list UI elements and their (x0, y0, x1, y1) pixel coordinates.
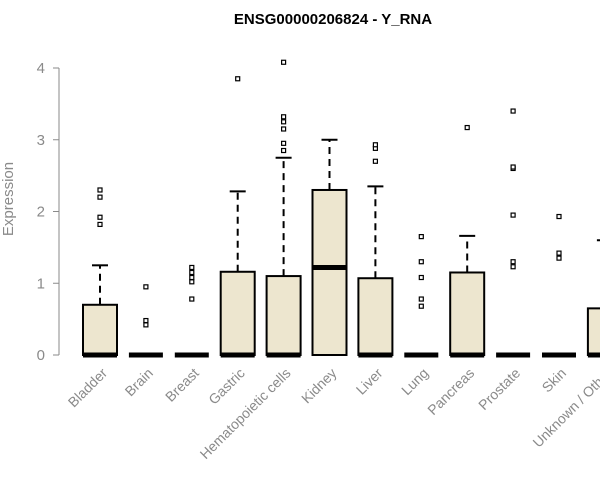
outlier-point (97, 221, 103, 228)
outlier-point (510, 264, 516, 270)
outlier-point (189, 269, 195, 276)
boxes-group (82, 59, 600, 358)
chart-title: ENSG00000206824 - Y_RNA (234, 11, 432, 28)
outlier-point (189, 274, 195, 281)
y-tick-label: 0 (37, 347, 45, 364)
y-tick-label: 3 (37, 132, 45, 149)
outlier-point (235, 76, 241, 82)
box-8 (404, 234, 439, 358)
outlier-point (143, 322, 149, 328)
box-body (357, 277, 394, 357)
box-body (449, 271, 486, 356)
box-body (82, 303, 118, 356)
outlier-point (510, 164, 516, 170)
outlier-point (281, 119, 287, 125)
y-tick-label: 1 (37, 275, 45, 292)
outlier-point (281, 114, 287, 120)
outlier-point (189, 279, 195, 285)
x-tick-label: Bladder (65, 365, 111, 411)
box-2 (128, 284, 163, 358)
outlier-point (510, 259, 516, 265)
outlier-point (281, 140, 287, 146)
outlier-point (143, 284, 149, 290)
outlier-point (418, 274, 424, 281)
box-3 (174, 264, 209, 358)
box-6 (311, 138, 348, 356)
outlier-point (97, 187, 103, 193)
box-11 (542, 213, 576, 358)
x-tick-label: Liver (353, 365, 386, 398)
x-tick-label: Lung (398, 365, 431, 398)
outlier-point (418, 259, 424, 265)
outlier-point (418, 296, 424, 302)
outlier-point (372, 158, 378, 164)
outlier-point (556, 255, 562, 261)
box-body (219, 270, 256, 356)
box-9 (449, 124, 486, 358)
outlier-point (189, 264, 195, 271)
y-tick-label: 4 (37, 60, 45, 77)
outlier-point (418, 303, 424, 309)
x-tick-label: Pancreas (424, 365, 477, 418)
y-axis-label: Expression (0, 162, 17, 236)
outlier-point (97, 194, 103, 200)
box-body (265, 275, 302, 357)
outlier-point (281, 126, 287, 132)
outlier-point (97, 214, 103, 220)
box-1 (82, 187, 118, 358)
box-4 (219, 76, 256, 358)
outlier-point (372, 142, 378, 148)
y-tick-label: 2 (37, 204, 45, 221)
x-tick-label: Skin (539, 365, 570, 396)
box-12 (586, 239, 600, 358)
x-tick-label: Gastric (205, 365, 248, 408)
box-5 (265, 59, 302, 358)
outlier-point (189, 296, 195, 302)
outlier-point (510, 108, 516, 114)
box-7 (357, 142, 394, 358)
x-tick-label: Brain (122, 365, 156, 399)
outlier-point (418, 234, 424, 240)
box-body (311, 188, 348, 356)
outlier-point (281, 59, 287, 65)
outlier-point (510, 212, 516, 218)
outlier-point (464, 124, 470, 131)
x-tick-label: Prostate (475, 365, 523, 413)
box-10 (496, 108, 531, 358)
outlier-point (556, 250, 562, 256)
outlier-point (281, 147, 287, 154)
outlier-point (143, 317, 149, 324)
x-tick-label: Breast (162, 365, 202, 405)
box-body (586, 307, 600, 356)
y-axis: 0 1 2 3 4 (37, 60, 60, 364)
x-tick-label: Hematopoietic cells (197, 365, 294, 462)
x-tick-label: Kidney (298, 365, 340, 407)
outlier-point (556, 213, 562, 220)
